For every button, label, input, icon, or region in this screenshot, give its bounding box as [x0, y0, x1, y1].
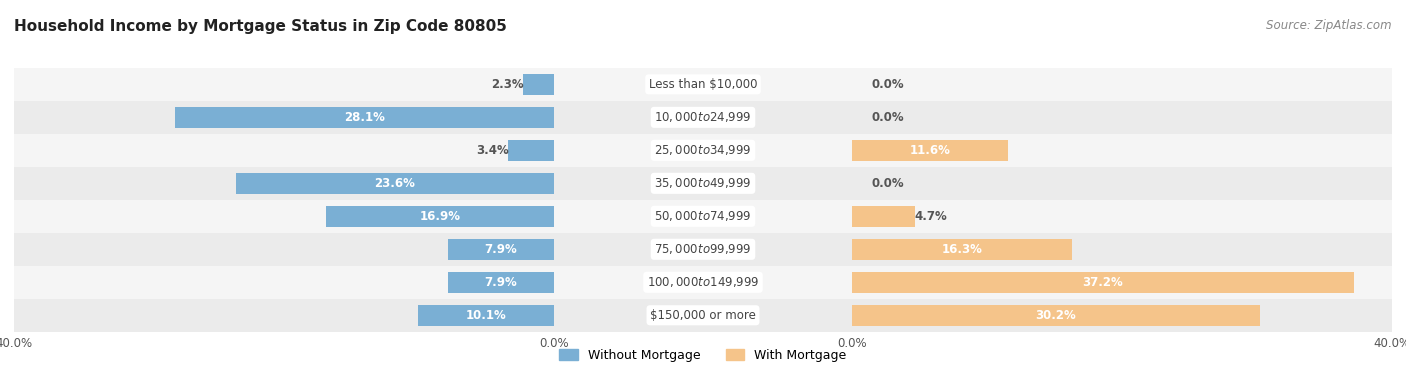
Text: 28.1%: 28.1%: [344, 111, 385, 124]
Bar: [852, 271, 1354, 293]
Text: 7.9%: 7.9%: [485, 276, 517, 289]
Bar: [236, 173, 554, 194]
Bar: [14, 167, 554, 200]
Text: $150,000 or more: $150,000 or more: [650, 309, 756, 322]
Text: $25,000 to $34,999: $25,000 to $34,999: [654, 143, 752, 157]
Text: 3.4%: 3.4%: [475, 144, 509, 157]
Text: 16.3%: 16.3%: [941, 243, 983, 256]
Bar: [554, 233, 852, 266]
Bar: [852, 134, 1392, 167]
Text: Household Income by Mortgage Status in Zip Code 80805: Household Income by Mortgage Status in Z…: [14, 19, 508, 34]
Bar: [554, 266, 852, 299]
Bar: [14, 200, 554, 233]
Text: 16.9%: 16.9%: [420, 210, 461, 223]
Text: Source: ZipAtlas.com: Source: ZipAtlas.com: [1267, 19, 1392, 32]
Bar: [852, 239, 1071, 260]
Text: $10,000 to $24,999: $10,000 to $24,999: [654, 110, 752, 124]
Bar: [554, 167, 852, 200]
Bar: [852, 139, 1008, 161]
Text: $75,000 to $99,999: $75,000 to $99,999: [654, 242, 752, 256]
Bar: [554, 299, 852, 332]
Bar: [852, 305, 1260, 326]
Bar: [174, 107, 554, 128]
Bar: [852, 200, 1392, 233]
Bar: [554, 101, 852, 134]
Text: 4.7%: 4.7%: [915, 210, 948, 223]
Bar: [554, 134, 852, 167]
Bar: [852, 68, 1392, 101]
Bar: [447, 239, 554, 260]
Text: $35,000 to $49,999: $35,000 to $49,999: [654, 176, 752, 190]
Text: $100,000 to $149,999: $100,000 to $149,999: [647, 275, 759, 289]
Text: 0.0%: 0.0%: [872, 78, 904, 91]
Text: 11.6%: 11.6%: [910, 144, 950, 157]
Bar: [852, 101, 1392, 134]
Bar: [14, 134, 554, 167]
Bar: [14, 266, 554, 299]
Legend: Without Mortgage, With Mortgage: Without Mortgage, With Mortgage: [554, 344, 852, 367]
Bar: [509, 139, 554, 161]
Bar: [852, 167, 1392, 200]
Bar: [447, 271, 554, 293]
Bar: [554, 68, 852, 101]
Text: 7.9%: 7.9%: [485, 243, 517, 256]
Text: Less than $10,000: Less than $10,000: [648, 78, 758, 91]
Bar: [14, 299, 554, 332]
Bar: [14, 68, 554, 101]
Text: 10.1%: 10.1%: [465, 309, 506, 322]
Bar: [14, 101, 554, 134]
Bar: [326, 205, 554, 227]
Text: 30.2%: 30.2%: [1035, 309, 1076, 322]
Bar: [852, 233, 1392, 266]
Bar: [852, 299, 1392, 332]
Text: 0.0%: 0.0%: [872, 111, 904, 124]
Text: 2.3%: 2.3%: [491, 78, 523, 91]
Text: $50,000 to $74,999: $50,000 to $74,999: [654, 209, 752, 223]
Bar: [554, 200, 852, 233]
Bar: [852, 266, 1392, 299]
Text: 0.0%: 0.0%: [872, 177, 904, 190]
Bar: [418, 305, 554, 326]
Text: 23.6%: 23.6%: [374, 177, 415, 190]
Bar: [14, 233, 554, 266]
Text: 37.2%: 37.2%: [1083, 276, 1123, 289]
Bar: [852, 205, 915, 227]
Bar: [523, 74, 554, 95]
